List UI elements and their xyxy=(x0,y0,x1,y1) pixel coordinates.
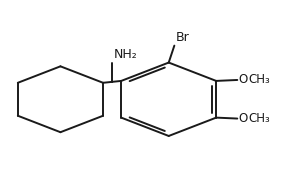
Text: NH₂: NH₂ xyxy=(114,48,137,61)
Text: O: O xyxy=(238,112,247,125)
Text: Br: Br xyxy=(176,31,189,44)
Text: O: O xyxy=(238,74,247,87)
Text: CH₃: CH₃ xyxy=(248,74,270,87)
Text: CH₃: CH₃ xyxy=(248,112,270,125)
